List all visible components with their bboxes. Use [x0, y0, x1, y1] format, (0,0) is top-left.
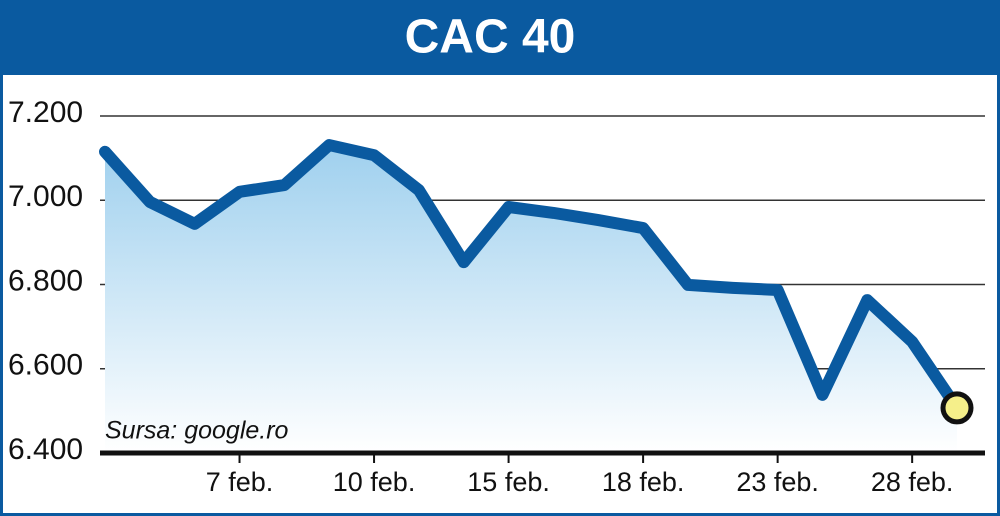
source-note: Sursa: google.ro: [105, 417, 289, 445]
area: [105, 145, 957, 453]
y-tick-label: 7.200: [8, 96, 83, 129]
title-bar: [0, 0, 1000, 75]
x-tick-label: 7 feb.: [206, 467, 274, 497]
x-tick-label: 15 feb.: [467, 467, 550, 497]
line: [99, 139, 963, 414]
x-tick-label: 18 feb.: [602, 467, 685, 497]
y-tick-label: 6.400: [8, 433, 83, 466]
y-tick-label: 6.600: [8, 349, 83, 382]
x-tick-label: 23 feb.: [736, 467, 819, 497]
x-tick-label: 28 feb.: [871, 467, 954, 497]
x-tick-label: 10 feb.: [333, 467, 416, 497]
y-tick-label: 7.000: [8, 180, 83, 213]
end-marker: [940, 391, 974, 425]
chart-title: CAC 40: [405, 11, 576, 64]
y-tick-label: 6.800: [8, 264, 83, 297]
